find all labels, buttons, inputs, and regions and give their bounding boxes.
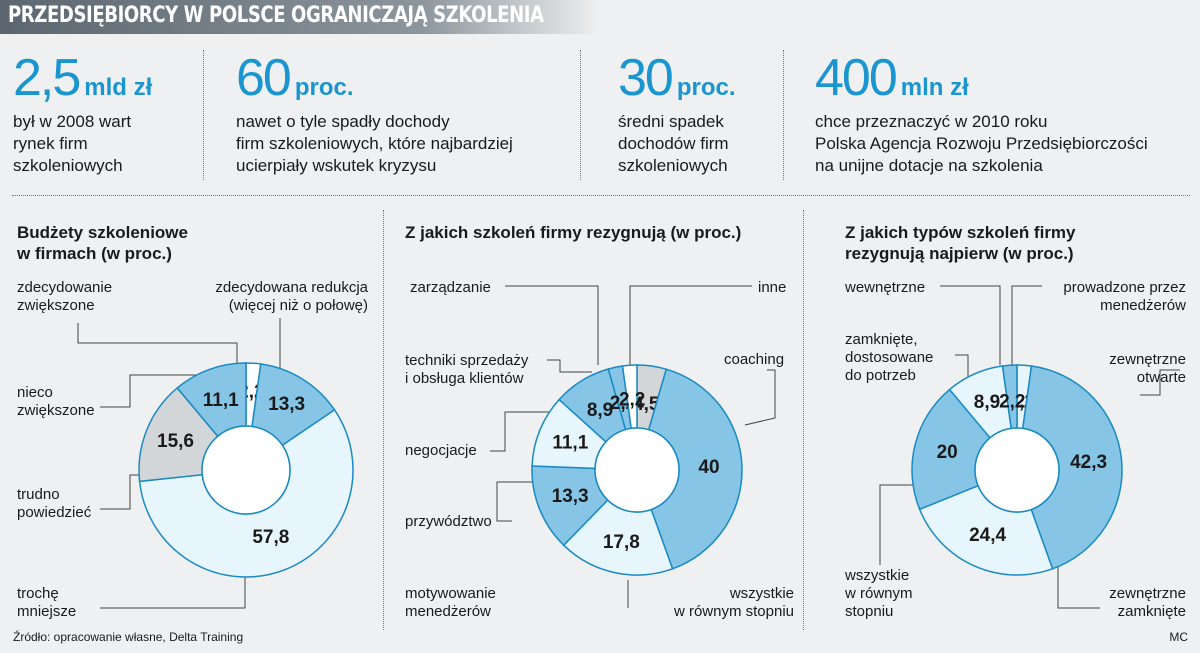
slice-label: wewnętrzne	[845, 279, 926, 296]
leader-line	[744, 369, 776, 426]
stat-4: 400 mln zł chce przeznaczyć w 2010 roku P…	[815, 52, 1148, 177]
slice-value-label: 57,8	[252, 527, 289, 548]
slice-value-label: 11,1	[552, 432, 588, 453]
page-title: PRZEDSIĘBIORCY W POLSCE OGRANICZAJĄ SZKO…	[8, 3, 544, 28]
header: PRZEDSIĘBIORCY W POLSCE OGRANICZAJĄ SZKO…	[0, 0, 1200, 34]
slice-label: zewnętrzne zamknięte	[1109, 585, 1186, 620]
stat-value: 60	[236, 49, 292, 107]
slice-label: trochę mniejsze	[17, 585, 77, 620]
slice-value-label: 2,2	[999, 392, 1025, 413]
slice-value-label: 24,4	[969, 525, 1006, 546]
slice-label: zarządzanie	[410, 279, 491, 296]
slice-value-label: 17,8	[603, 532, 640, 553]
stat-3: 30 proc. średni spadek dochodów firm szko…	[618, 52, 736, 177]
slice-value-label: 13,3	[552, 486, 589, 507]
slice-label: coaching	[724, 351, 785, 368]
stat-unit: mln zł	[900, 74, 969, 101]
slice-label: nieco zwiększone	[17, 384, 95, 419]
slice-label: techniki sprzedaży i obsługa klientów	[405, 352, 529, 387]
divider	[803, 210, 804, 630]
slice-value-label: 2,2	[619, 390, 645, 411]
chart-1-title: Budżety szkoleniowe w firmach (w proc.)	[17, 223, 188, 263]
stat-value: 2,5	[13, 49, 81, 107]
section-divider	[12, 195, 1190, 196]
slice-label: wszystkie w równym stopniu	[673, 585, 794, 620]
source-note: Źródło: opracowanie własne, Delta Traini…	[13, 630, 244, 644]
stat-2: 60 proc. nawet o tyle spadły dochody firm…	[236, 52, 513, 177]
credit: MC	[1169, 630, 1188, 644]
chart-2-title: Z jakich szkoleń firmy rezygnują (w proc…	[405, 223, 742, 242]
slice-label: zdecydowanie zwiększone	[17, 279, 113, 314]
leader-line	[629, 285, 752, 365]
slice-label: prowadzone przez menedżerów	[1063, 279, 1186, 314]
donut-hole	[594, 427, 680, 513]
slice-value-label: 15,6	[157, 431, 194, 452]
leader-line	[940, 285, 1001, 365]
leader-line	[955, 354, 969, 378]
leader-line	[547, 359, 592, 373]
chart-3-title: Z jakich typów szkoleń firmy rezygnują n…	[845, 223, 1076, 263]
stat-description: nawet o tyle spadły dochody firm szkolen…	[236, 112, 513, 175]
slice-value-label: 11,1	[203, 390, 239, 411]
leader-line	[505, 285, 599, 365]
header-band	[0, 0, 600, 34]
slice-label: zamknięte, dostosowane do potrzeb	[845, 331, 934, 384]
slice-label: zewnętrzne otwarte	[1109, 351, 1186, 386]
slice-value-label: 40	[698, 457, 719, 478]
stat-value: 30	[618, 49, 674, 107]
divider	[383, 210, 384, 630]
stat-description: chce przeznaczyć w 2010 roku Polska Agen…	[815, 112, 1148, 175]
donut-hole	[974, 427, 1060, 513]
slice-label: zdecydowana redukcja (więcej niż o połow…	[215, 279, 368, 314]
leader-lines	[77, 285, 1180, 609]
slice-label: negocjacje	[405, 442, 477, 459]
leader-line	[496, 481, 550, 522]
divider	[783, 50, 784, 180]
leader-line	[1140, 369, 1180, 396]
slice-value-label: 13,3	[268, 394, 305, 415]
slice-label: motywowanie menedżerów	[405, 585, 496, 620]
stat-unit: mld zł	[84, 74, 153, 101]
donut-hole	[201, 425, 291, 515]
slice-label: przywództwo	[405, 513, 492, 530]
slice-value-label: 42,3	[1070, 452, 1107, 473]
stat-unit: proc.	[294, 74, 354, 101]
leader-line	[879, 484, 925, 565]
slice-value-label: 4,5	[633, 394, 660, 415]
slice-value-label: 8,9	[587, 400, 613, 421]
stat-description: był w 2008 wart rynek firm szkoleniowych	[13, 112, 132, 175]
divider	[580, 50, 581, 180]
slice-label: inne	[758, 279, 787, 296]
slice-label: trudno powiedzieć	[17, 486, 92, 521]
slice-value-label: 20	[937, 442, 958, 463]
stat-unit: proc.	[676, 74, 736, 101]
stat-value: 400	[815, 49, 898, 107]
leader-line	[100, 374, 198, 408]
leader-line	[1011, 285, 1042, 365]
leader-line	[77, 323, 238, 368]
leader-line	[490, 411, 565, 452]
stat-1: 2,5 mld zł był w 2008 wart rynek firm szk…	[13, 52, 152, 177]
stat-description: średni spadek dochodów firm szkoleniowyc…	[618, 112, 729, 175]
slice-label: wszystkie w równym stopniu	[845, 567, 913, 620]
divider	[203, 50, 204, 180]
slice-value-label: 8,9	[974, 392, 1000, 413]
